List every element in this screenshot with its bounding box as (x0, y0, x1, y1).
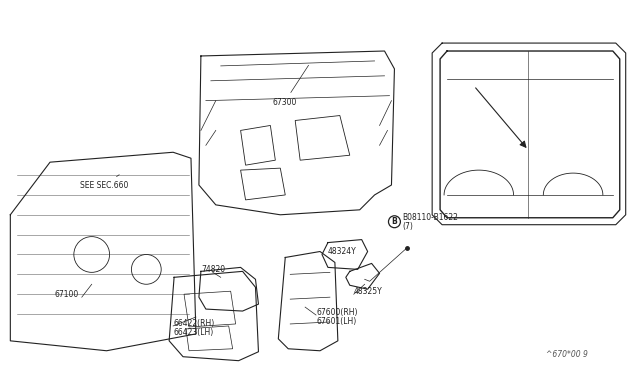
Text: SEE SEC.660: SEE SEC.660 (80, 175, 128, 190)
Text: 66423(LH): 66423(LH) (173, 328, 213, 337)
Text: (7): (7) (403, 222, 413, 231)
Text: 67300: 67300 (273, 65, 308, 107)
Text: 74820: 74820 (201, 265, 225, 275)
Text: 66422(RH): 66422(RH) (173, 319, 214, 328)
Text: 48325Y: 48325Y (354, 287, 383, 296)
Text: 48324Y: 48324Y (328, 247, 356, 256)
Text: ^670*00 9: ^670*00 9 (546, 350, 588, 359)
Text: B08110-B1622: B08110-B1622 (403, 213, 458, 222)
Text: 67601(LH): 67601(LH) (316, 317, 356, 326)
Text: B: B (392, 217, 397, 226)
Text: 67600(RH): 67600(RH) (316, 308, 358, 317)
Text: 67100: 67100 (54, 290, 78, 299)
